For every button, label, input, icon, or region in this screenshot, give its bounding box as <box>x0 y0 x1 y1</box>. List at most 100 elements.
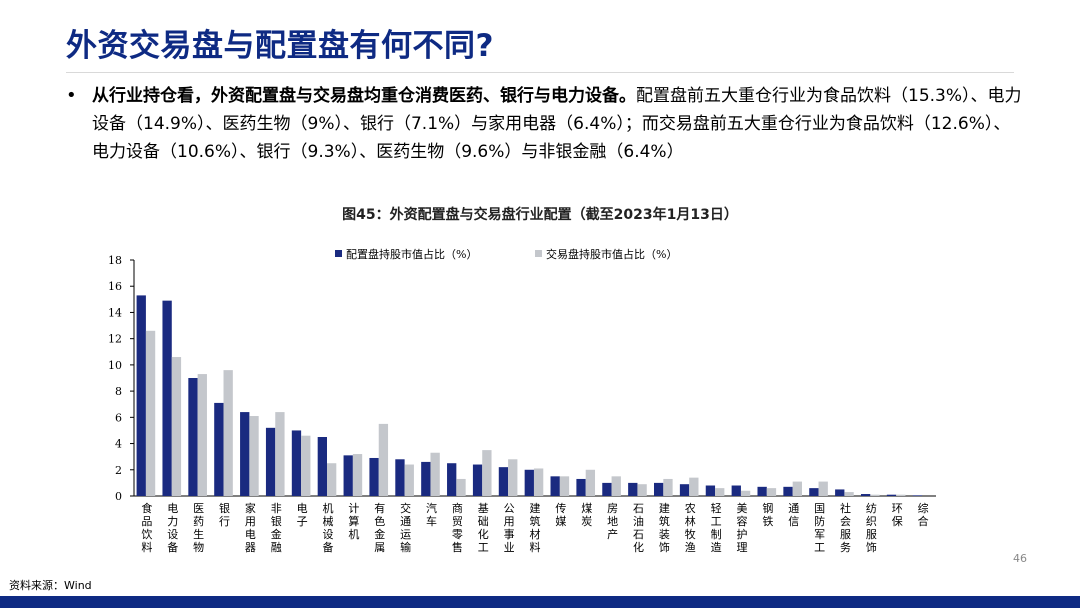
bar-trading <box>508 459 518 496</box>
bar-trading <box>689 477 699 496</box>
y-tick-label: 8 <box>115 385 122 398</box>
x-tick-label: 传媒 <box>555 502 566 528</box>
x-tick-label: 煤炭 <box>581 502 592 528</box>
bar-allocation <box>291 430 302 496</box>
bar-allocation <box>395 459 405 496</box>
legend-swatch <box>535 250 542 257</box>
x-tick-label: 建筑装饰 <box>659 501 670 554</box>
figure-caption: 图45：外资配置盘与交易盘行业配置（截至2023年1月13日） <box>342 207 738 223</box>
x-tick-label: 通信 <box>788 502 799 528</box>
bar-allocation <box>369 457 379 496</box>
bar-trading <box>171 357 182 496</box>
bar-trading <box>663 478 673 496</box>
x-tick-label: 医药生物 <box>193 502 204 554</box>
title-divider <box>66 72 1014 73</box>
footer-bar <box>0 596 1080 608</box>
bar-allocation <box>214 402 224 496</box>
x-tick-label: 汽车 <box>426 501 437 528</box>
bullet-lead: 从行业持仓看，外资配置盘与交易盘均重仓消费医药、银行与电力设备。 <box>92 86 636 106</box>
bar-allocation <box>524 469 534 496</box>
x-tick-label: 农林牧渔 <box>685 501 696 554</box>
bar-allocation <box>550 476 560 496</box>
bar-trading <box>326 463 337 496</box>
bar-allocation <box>602 482 612 496</box>
bar-allocation <box>343 455 353 496</box>
bar-allocation <box>886 494 897 496</box>
bar-allocation <box>317 437 327 496</box>
bar-allocation <box>654 482 664 496</box>
bar-allocation <box>421 461 431 496</box>
bar-allocation <box>188 378 198 496</box>
x-tick-label: 公用事业 <box>504 502 515 554</box>
x-tick-label: 建筑材料 <box>530 501 541 554</box>
bar-allocation <box>809 488 819 496</box>
bar-allocation <box>240 412 250 496</box>
bar-allocation <box>162 300 172 496</box>
bar-trading <box>792 481 802 496</box>
bar-trading <box>559 476 570 496</box>
legend-label: 配置盘持股市值占比（%） <box>346 247 477 261</box>
bar-trading <box>378 423 389 496</box>
y-tick-label: 6 <box>115 411 122 424</box>
x-tick-label: 机械设备 <box>323 501 334 554</box>
page-title: 外资交易盘与配置盘有何不同? <box>66 28 494 64</box>
x-tick-label: 基础化工 <box>478 502 489 554</box>
x-tick-label: 有色金属 <box>374 501 385 554</box>
y-tick-label: 16 <box>108 280 122 293</box>
x-tick-label: 电力设备 <box>167 502 178 554</box>
bar-trading <box>352 454 363 496</box>
bar-trading <box>249 416 259 496</box>
bullet-text: 从行业持仓看，外资配置盘与交易盘均重仓消费医药、银行与电力设备。配置盘前五大重仓… <box>92 82 1022 166</box>
bar-allocation <box>265 427 276 496</box>
x-tick-label: 商贸零售 <box>452 501 463 554</box>
bar-trading <box>275 412 285 496</box>
bar-allocation <box>447 463 457 496</box>
page-number: 46 <box>1013 552 1027 565</box>
bar-allocation <box>498 467 509 496</box>
x-tick-label: 非银金融 <box>271 502 282 554</box>
bar-trading <box>223 370 233 496</box>
bar-trading <box>766 488 777 496</box>
y-tick-label: 2 <box>115 464 122 477</box>
bullet-body: 配置盘前五大重仓行业为食品饮料（15.3%）、电力设备（14.9%）、医药生物（… <box>92 86 1022 162</box>
bar-trading <box>637 484 647 496</box>
x-tick-label: 社会服务 <box>840 501 851 554</box>
bullet-marker: • <box>66 85 77 106</box>
x-tick-label: 房地产 <box>607 502 618 541</box>
bar-trading <box>456 478 466 496</box>
bar-trading <box>533 468 544 496</box>
source-note: 资料来源：Wind <box>9 579 92 592</box>
x-tick-label: 钢铁 <box>762 502 773 528</box>
legend-label: 交易盘持股市值占比（%） <box>546 247 677 261</box>
y-tick-label: 18 <box>108 254 122 267</box>
bar-allocation <box>705 485 716 496</box>
bar-trading <box>818 481 828 496</box>
x-tick-label: 交通运输 <box>400 501 411 554</box>
x-tick-label: 计算机 <box>348 502 359 541</box>
x-tick-label: 环保 <box>892 502 903 528</box>
bar-allocation <box>731 485 741 496</box>
bar-allocation <box>628 482 638 496</box>
bar-trading <box>585 469 596 496</box>
bar-trading <box>301 435 311 496</box>
bar-trading <box>715 488 725 496</box>
bar-trading <box>896 494 906 496</box>
bar-trading <box>430 452 440 496</box>
y-tick-label: 4 <box>115 438 122 451</box>
bar-allocation <box>835 489 845 496</box>
bar-trading <box>870 494 880 496</box>
x-tick-label: 电子 <box>297 502 308 528</box>
bar-trading <box>740 490 751 496</box>
x-tick-label: 石油石化 <box>633 502 644 554</box>
y-tick-label: 12 <box>108 333 122 346</box>
bar-trading <box>482 450 492 496</box>
x-tick-label: 银行 <box>219 501 230 528</box>
bar-allocation <box>136 295 146 496</box>
bar-allocation <box>860 494 871 496</box>
bar-trading <box>145 330 156 496</box>
y-tick-label: 0 <box>115 490 122 503</box>
x-tick-label: 国防军工 <box>814 502 825 554</box>
bar-allocation <box>912 495 923 496</box>
x-tick-label: 轻工制造 <box>711 501 722 554</box>
